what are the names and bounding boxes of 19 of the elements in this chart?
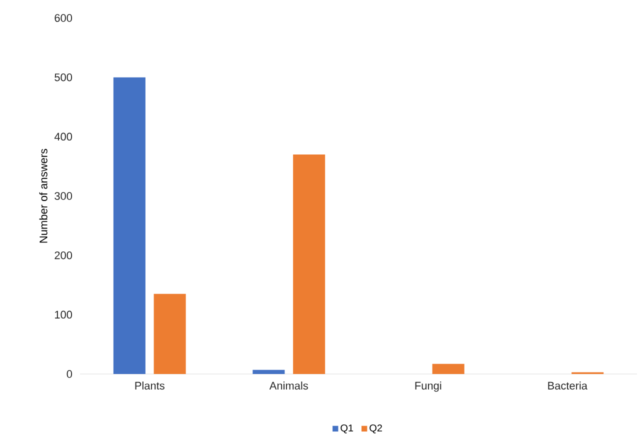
x-tick-label: Plants: [135, 382, 164, 390]
legend-label: Q1: [340, 424, 354, 434]
bar: [154, 294, 186, 374]
y-tick-label: 400: [54, 132, 72, 141]
y-tick-label: 200: [54, 251, 72, 260]
y-axis-title: Number of answers: [39, 148, 48, 243]
legend-label: Q2: [370, 424, 382, 434]
y-tick-label: 100: [55, 310, 72, 319]
bar: [252, 370, 285, 374]
x-tick-label: Bacteria: [548, 382, 588, 390]
y-tick-label: 500: [54, 73, 72, 82]
bar: [113, 77, 146, 374]
x-tick-label: Fungi: [415, 382, 442, 392]
x-tick-label: Animals: [269, 382, 308, 390]
bar: [293, 154, 326, 374]
y-tick-label: 600: [54, 14, 72, 22]
y-tick-label: 300: [54, 192, 72, 200]
y-tick-label: 0: [66, 370, 72, 378]
bar: [432, 364, 464, 374]
